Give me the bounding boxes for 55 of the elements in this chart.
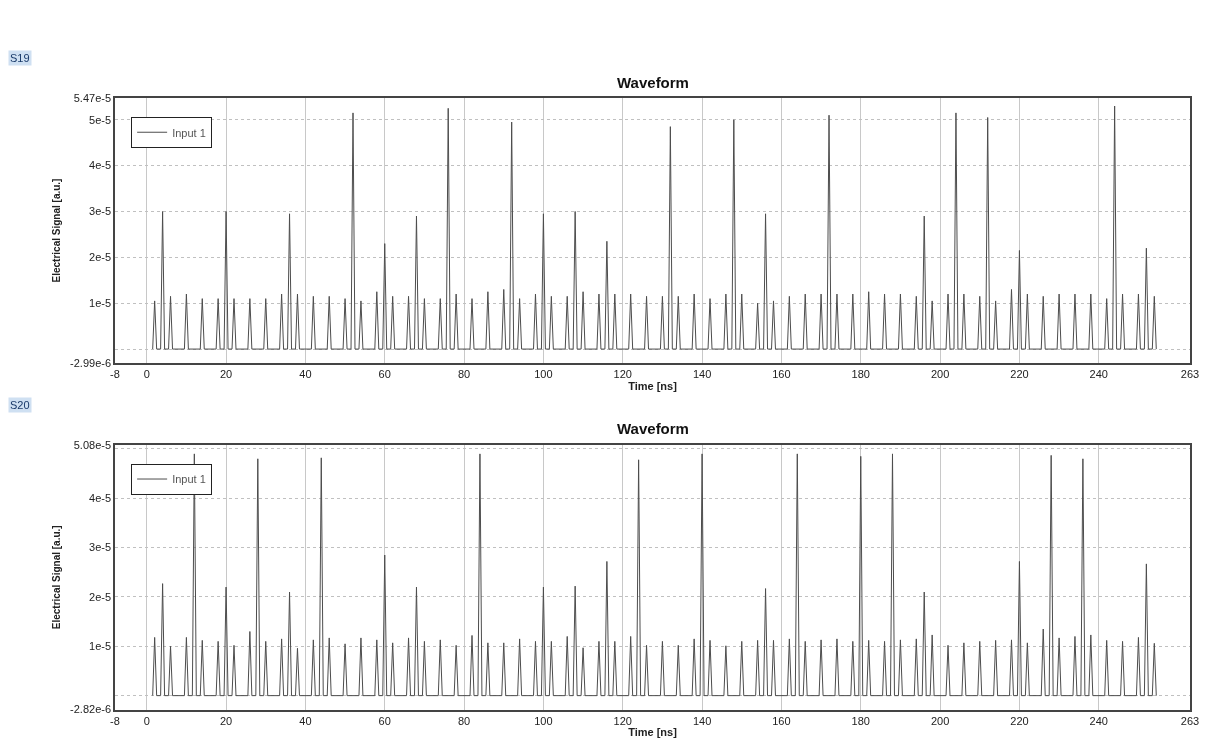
- y-tick-label: 4e-5: [89, 159, 112, 172]
- x-tick-label: 140: [692, 714, 712, 727]
- x-tick-label: 220: [1010, 367, 1029, 380]
- text: S20: [10, 399, 30, 411]
- x-tick-label: 20: [219, 714, 233, 727]
- x-tick-label: 120: [613, 367, 632, 380]
- x-tick-label: 0: [143, 714, 150, 727]
- y-tick-label: 2e-5: [89, 590, 112, 603]
- x-tick-label: 80: [457, 714, 471, 727]
- x-tick-label: 160: [772, 367, 791, 380]
- y-tick-label: 4e-5: [89, 492, 112, 505]
- y-tick-label: 2e-5: [89, 251, 112, 264]
- line-series: [152, 105, 1157, 350]
- x-tick-label: 100: [534, 367, 553, 380]
- y-tick-label: 5e-5: [89, 113, 112, 126]
- text: S19: [10, 52, 30, 64]
- x-tick-label: 180: [851, 714, 870, 727]
- y-tick-label: 5.47e-5: [73, 92, 112, 105]
- x-tick-label: 240: [1089, 367, 1108, 380]
- x-tick-label: 200: [930, 367, 950, 380]
- y-axis-title: Electrical Signal [a.u.]: [50, 178, 62, 283]
- y-tick-label: 3e-5: [89, 541, 112, 554]
- y-tick-label: 3e-5: [89, 205, 112, 218]
- x-tick-label: 263: [1180, 714, 1200, 727]
- x-tick-label: 40: [299, 714, 312, 727]
- x-tick-label: 140: [692, 367, 712, 380]
- x-tick-label: -8: [110, 714, 120, 727]
- x-tick-label: 200: [930, 714, 950, 727]
- chart-title: Waveform: [617, 420, 689, 437]
- x-tick-label: -8: [110, 367, 120, 380]
- x-tick-label: 40: [299, 367, 312, 380]
- x-axis-title: Time [ns]: [628, 379, 678, 392]
- x-tick-label: 0: [143, 367, 150, 380]
- x-tick-label: 120: [613, 714, 632, 727]
- x-axis-title: Time [ns]: [628, 726, 678, 739]
- chart-title: Waveform: [617, 74, 689, 91]
- x-tick-label: 240: [1089, 714, 1108, 727]
- y-tick-label: 1e-5: [89, 297, 112, 310]
- y-tick-label: 1e-5: [89, 640, 112, 653]
- line-series: [152, 453, 1157, 697]
- x-tick-label: 263: [1180, 367, 1200, 380]
- y-tick-label: -2.82e-6: [70, 703, 112, 716]
- y-tick-label: -2.99e-6: [70, 356, 112, 369]
- legend-label: Input 1: [172, 473, 206, 486]
- x-tick-label: 20: [219, 367, 233, 380]
- x-tick-label: 100: [534, 714, 553, 727]
- legend-label: Input 1: [172, 126, 206, 139]
- x-tick-label: 60: [378, 714, 391, 727]
- x-tick-label: 220: [1010, 714, 1029, 727]
- x-tick-label: 160: [772, 714, 791, 727]
- y-tick-label: 5.08e-5: [73, 438, 112, 451]
- x-tick-label: 80: [457, 367, 471, 380]
- x-tick-label: 60: [378, 367, 391, 380]
- x-tick-label: 180: [851, 367, 870, 380]
- y-axis-title: Electrical Signal [a.u.]: [50, 525, 62, 630]
